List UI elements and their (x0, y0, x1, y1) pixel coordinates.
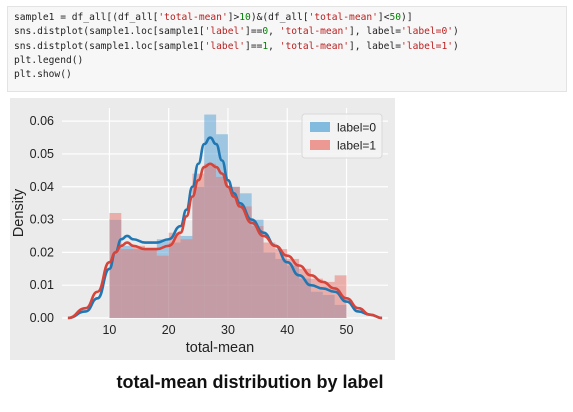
hist-bar (133, 245, 145, 318)
code-token: 1 (262, 40, 269, 52)
code-token: 'label=0' (401, 26, 453, 38)
code-token: 'total-mean' (158, 12, 228, 23)
x-tick-label: 10 (102, 323, 116, 337)
code-token: )&(df_all[ (250, 12, 309, 23)
hist-bar (109, 213, 122, 318)
y-axis-label: Density (11, 188, 27, 237)
code-line: sns.distplot(sample1.loc[sample1['label'… (14, 40, 560, 54)
kde-line-label-1 (67, 162, 383, 320)
code-token: ], label= (349, 40, 402, 52)
y-tick-label: 0.06 (30, 114, 54, 128)
x-tick-label: 20 (162, 323, 176, 337)
hist-bar (192, 173, 205, 318)
code-token: 'label=1' (401, 40, 453, 52)
code-token: ]== (245, 40, 263, 52)
legend-label: label=1 (337, 139, 376, 153)
y-tick-label: 0.01 (30, 278, 54, 292)
x-axis-label: total-mean (186, 340, 255, 356)
code-token: ]> (227, 12, 240, 23)
distribution-figure: 10 20 30 40 50 0.00 0.01 0.02 0.03 0.04 0.05 0.06 t… (10, 98, 395, 360)
code-token: ) (453, 40, 459, 52)
hist-bar (227, 186, 240, 318)
code-line: sns.distplot(sample1.loc[sample1['label'… (14, 25, 560, 39)
hist-bar (180, 239, 193, 318)
y-tick-label: 0.02 (30, 245, 54, 259)
code-cell[interactable]: sample1 = df_all[(df_all['total-mean']>1… (7, 6, 567, 92)
code-token: 'total-mean' (279, 26, 350, 38)
code-token: sns.distplot(sample1.loc[sample1[ (14, 40, 205, 52)
y-tick-label: 0.05 (30, 147, 54, 161)
code-token: sns.distplot(sample1.loc[sample1[ (14, 26, 205, 38)
hist-bar (251, 226, 264, 318)
code-token: ]== (245, 26, 263, 38)
kde-line-label-0 (67, 136, 383, 320)
x-tick-label: 50 (340, 323, 354, 337)
code-token: sample1 = df_all[(df_all[ (14, 12, 159, 23)
legend-label: label=0 (337, 121, 376, 135)
code-token: , (268, 40, 280, 52)
code-token: 50 (389, 12, 402, 23)
hist-bar (156, 255, 169, 318)
code-line: sample1 = df_all[(df_all['total-mean']>1… (14, 11, 560, 25)
code-token: plt.legend() (14, 54, 84, 66)
code-token: ]< (377, 12, 390, 23)
hist-bar (299, 268, 311, 318)
code-line: plt.legend() (14, 54, 560, 68)
hist-bar (275, 249, 288, 318)
y-tick-label: 0.00 (30, 311, 54, 325)
code-token: 10 (239, 12, 251, 23)
y-tick-label: 0.03 (30, 213, 54, 227)
code-token: , (268, 26, 280, 38)
code-token: 'total-mean' (279, 40, 350, 52)
code-token: )] (401, 12, 413, 23)
x-tick-label: 40 (280, 323, 294, 337)
legend-swatch (310, 140, 330, 150)
hist-bar (216, 176, 228, 318)
hist-bar (322, 281, 335, 318)
hist-bar (144, 249, 157, 318)
y-tick-label: 0.04 (30, 180, 54, 194)
legend-swatch (310, 122, 330, 132)
code-token: ) (453, 26, 459, 38)
figure-caption: total-mean distribution by label (116, 372, 384, 392)
code-token: 'label' (204, 26, 246, 38)
code-token: 0 (262, 26, 269, 38)
code-line: plt.show() (14, 68, 560, 82)
hist-bar (263, 242, 276, 318)
hist-bar (239, 206, 252, 318)
code-token: ], label= (349, 26, 402, 38)
hist-bar (204, 163, 217, 318)
hist-bar (121, 249, 134, 318)
hist-bar (310, 278, 323, 318)
code-token: 'label' (204, 40, 246, 52)
hist-bar (287, 258, 300, 318)
x-tick-label: 30 (221, 323, 235, 337)
code-token: 'total-mean' (308, 12, 378, 23)
code-token: plt.show() (14, 69, 72, 81)
distplot-chart: 10 20 30 40 50 0.00 0.01 0.02 0.03 0.04 0.05 0.06 t… (11, 108, 388, 356)
hist-bar (168, 232, 181, 318)
